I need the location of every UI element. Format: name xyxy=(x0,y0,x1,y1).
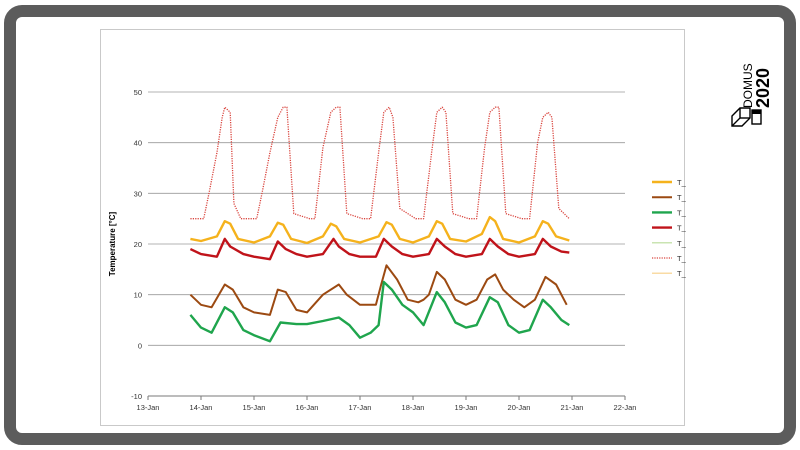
legend-label: T_ETA xyxy=(677,178,686,187)
x-tick-label: 20-Jan xyxy=(508,403,531,412)
series-line-t-eha xyxy=(189,264,568,316)
x-tick-label: 13-Jan xyxy=(137,403,160,412)
x-tick-label: 18-Jan xyxy=(402,403,425,412)
legend-label: T_EHA xyxy=(677,193,686,202)
y-tick-label: 10 xyxy=(134,291,142,300)
chart-panel: -10 0 10 20 30 40 50 13-Jan 14-Jan 15-Jan 16-Jan 17… xyxy=(100,29,686,426)
legend-label: T_23 xyxy=(677,254,686,263)
y-tick-label: -10 xyxy=(131,392,142,401)
x-tick-label: 15-Jan xyxy=(243,403,266,412)
domus-logo-icon xyxy=(731,107,762,127)
x-tick-label: 19-Jan xyxy=(455,403,478,412)
series-lines xyxy=(189,106,570,343)
y-tick-label: 0 xyxy=(138,341,142,350)
legend-label: T_CFL xyxy=(677,239,686,248)
domus-logo-text: DOMUS 2020 xyxy=(741,63,773,108)
logo-line-2020: 2020 xyxy=(753,68,773,108)
y-axis-label: Temperature [°C] xyxy=(108,211,117,276)
series-line-t-sup xyxy=(189,237,570,261)
axes: -10 0 10 20 30 40 50 13-Jan 14-Jan 15-Jan 16-Jan 17… xyxy=(131,88,636,412)
x-tick-label: 22-Jan xyxy=(614,403,637,412)
temperature-chart: -10 0 10 20 30 40 50 13-Jan 14-Jan 15-Jan 16-Jan 17… xyxy=(108,88,686,412)
series-line-t-eta xyxy=(190,215,570,245)
legend-label: T_ODA xyxy=(677,208,686,217)
y-tick-label: 40 xyxy=(134,139,142,148)
x-tick-label: 14-Jan xyxy=(190,403,213,412)
legend: T_ETA T_EHA T_ODA T_SUP T_CFL T_23 T_CH xyxy=(652,178,686,278)
logo-line-domus: DOMUS xyxy=(741,63,755,108)
y-tick-label: 30 xyxy=(134,189,142,198)
series-line-t-23 xyxy=(190,106,570,220)
legend-label: T_SUP xyxy=(677,224,686,233)
y-tick-label: 20 xyxy=(134,240,142,249)
x-tick-label: 16-Jan xyxy=(296,403,319,412)
x-tick-label: 21-Jan xyxy=(561,403,584,412)
x-tick-label: 17-Jan xyxy=(349,403,372,412)
y-tick-label: 50 xyxy=(134,88,142,97)
legend-label: T_CH xyxy=(677,269,686,278)
series-line-t-oda xyxy=(189,280,570,343)
